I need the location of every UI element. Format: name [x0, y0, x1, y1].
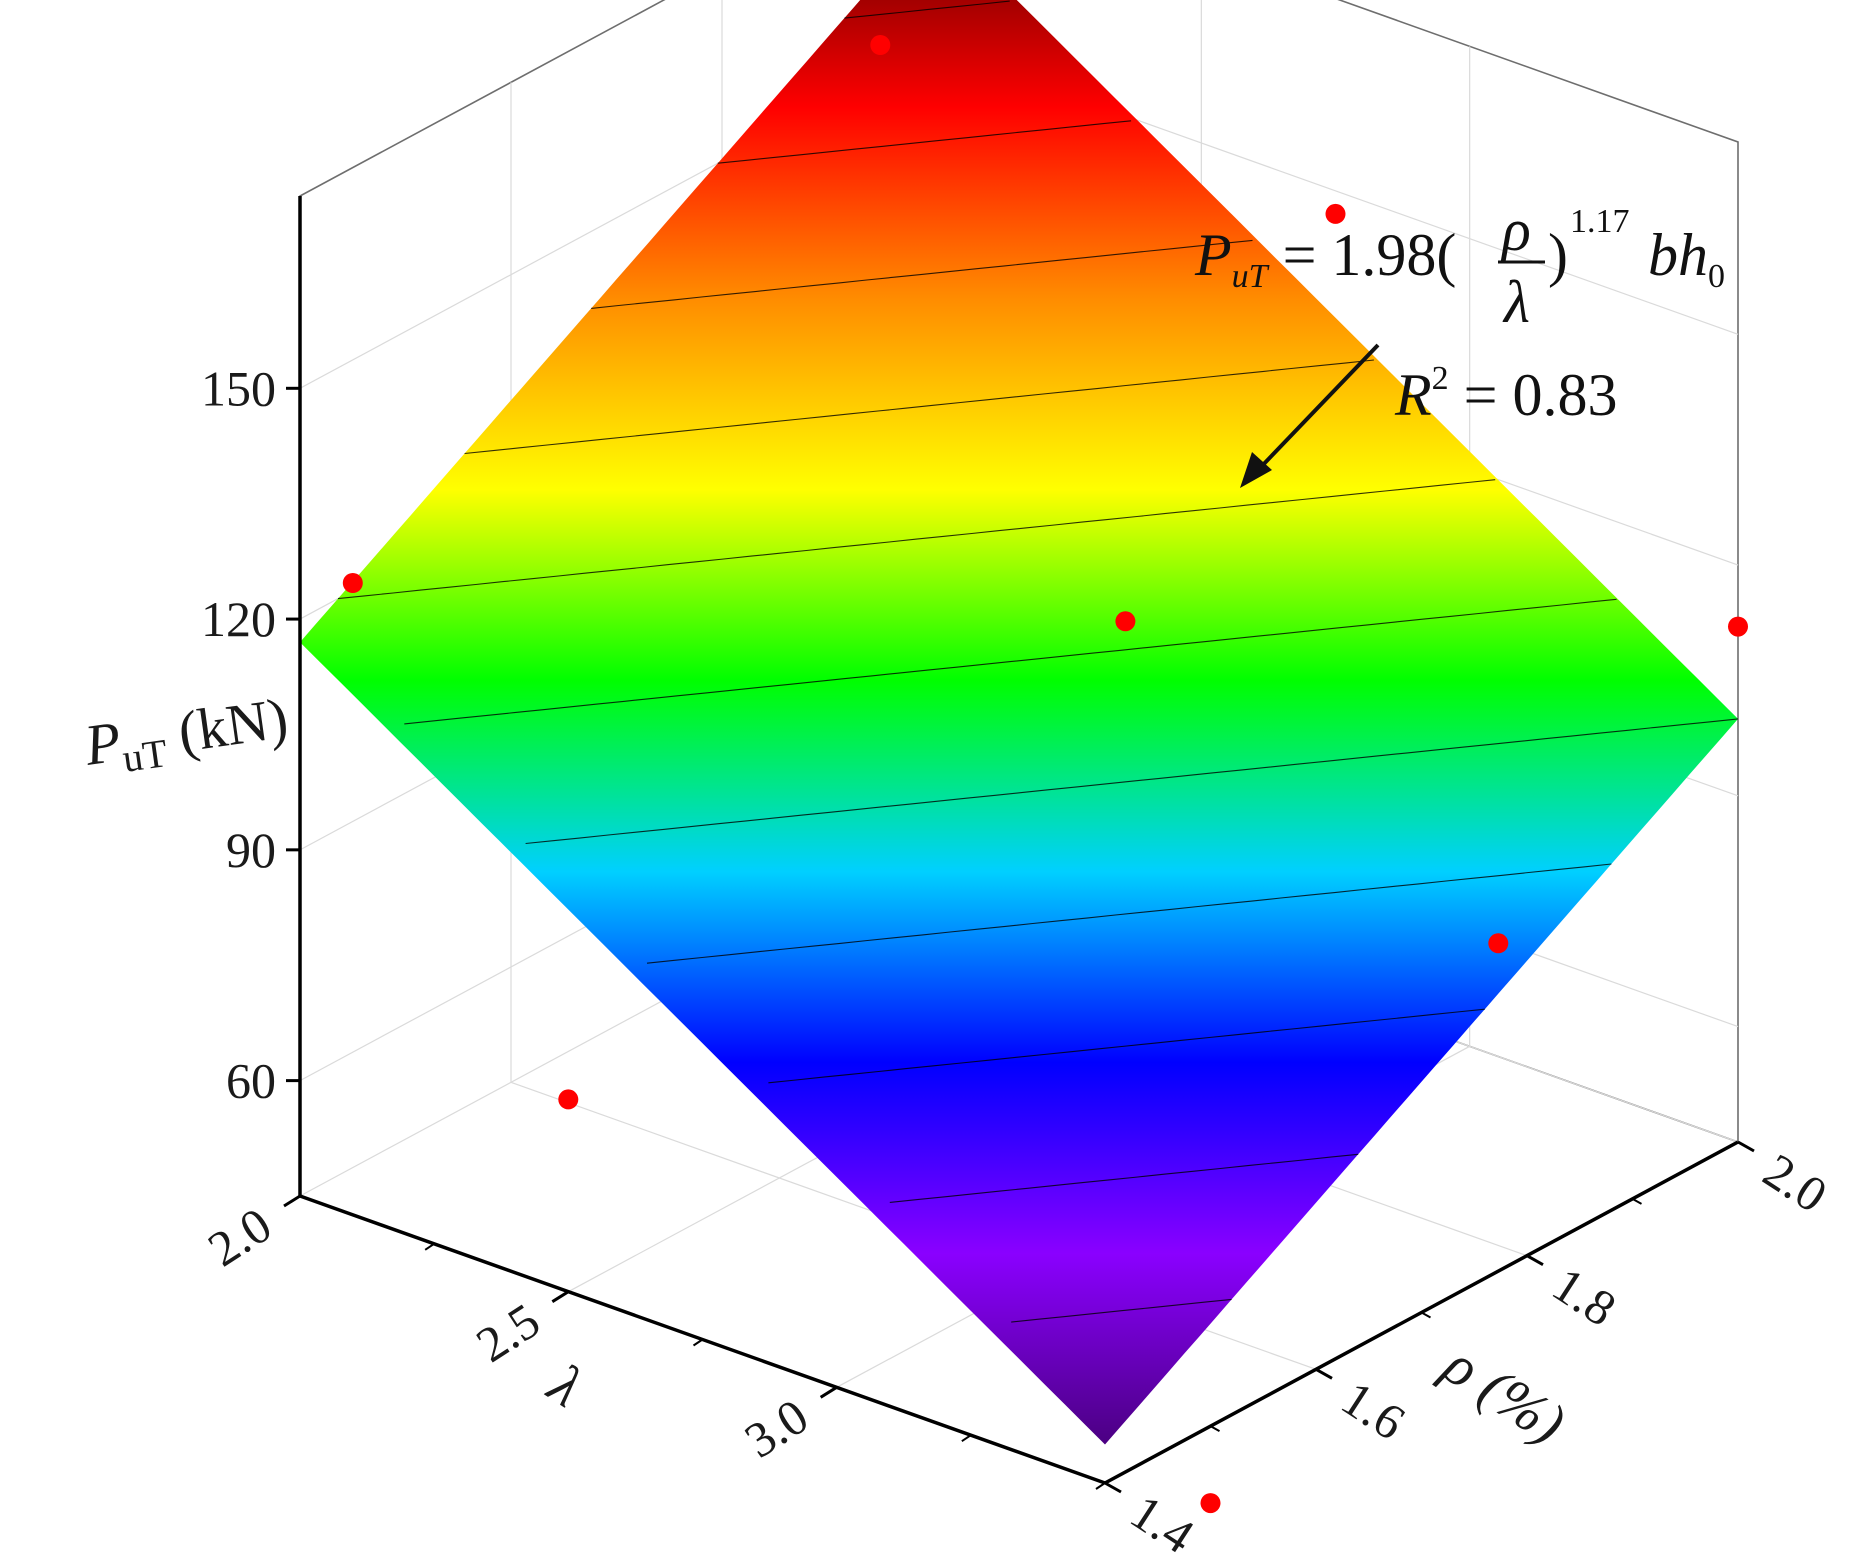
y-axis-label: ρ (%) [1431, 1330, 1577, 1456]
lambda-axis-line [299, 1194, 1106, 1485]
points-layer [342, 35, 1748, 1514]
surface-contour [717, 120, 1132, 164]
annotation-arrow-shaft [1256, 343, 1380, 472]
eq-tail: bh0 [1648, 222, 1725, 295]
r2-exp: 2 [1432, 360, 1449, 397]
fitted-surface [300, 0, 1738, 1445]
lambda-minor-tick [290, 1195, 301, 1203]
annotation-arrow-head [1240, 452, 1272, 488]
eq-coef: = 1.98( [1268, 222, 1457, 288]
eq-tail-main: bh [1648, 222, 1708, 288]
eq-lhs-sub: uT [1232, 258, 1270, 295]
eq-close-paren: ) [1548, 222, 1568, 288]
r2-text: R2 = 0.83 [1394, 360, 1618, 428]
data-point [1200, 1493, 1221, 1514]
x-axis-label: λ [536, 1350, 594, 1419]
surface-layer [300, 0, 1739, 1445]
z-tick-label: 60 [226, 1053, 276, 1109]
z-tick-label: 90 [226, 822, 276, 878]
lambda-tick-label: 2.5 [466, 1292, 549, 1373]
rho-tick-label: 1.6 [1332, 1370, 1415, 1451]
data-point [870, 35, 891, 55]
rho-tick-label: 1.8 [1543, 1256, 1626, 1337]
data-point [1115, 611, 1136, 632]
surface-contour [844, 0, 1010, 19]
eq-frac-num: ρ [1500, 197, 1531, 263]
surface-contour [646, 863, 1612, 964]
lambda-tick-label: 3.0 [735, 1388, 818, 1469]
lambda-tick-label: 2.0 [198, 1196, 281, 1277]
surface-contour [525, 718, 1739, 845]
r2-value: = 0.83 [1449, 362, 1618, 428]
z-axis-label-unit: (kN) [160, 685, 292, 767]
eq-exponent: 1.17 [1570, 203, 1630, 240]
z-axis-label-sub: uT [120, 730, 170, 781]
surface-contour [404, 598, 1617, 725]
eq-frac-den: λ [1502, 269, 1530, 335]
surface-contour [464, 359, 1374, 455]
surface-contour [1011, 1298, 1232, 1323]
rho-tick-label: 2.0 [1754, 1142, 1837, 1223]
fit-annotation: PuT = 1.98( ρ λ ) 1.17 bh0 R2 = 0.83 [1194, 197, 1725, 488]
z-tick-label: 120 [201, 591, 276, 647]
rho-minor-tick [1737, 1141, 1748, 1148]
z-axis-label-main: P [80, 709, 125, 778]
eq-tail-sub: 0 [1708, 258, 1725, 295]
data-point [558, 1089, 579, 1110]
surface-contour [889, 1153, 1359, 1203]
z-tick-label: 150 [201, 360, 276, 416]
surface-contour [337, 479, 1496, 600]
rho-tick-label: 1.4 [1121, 1483, 1204, 1564]
eq-lhs-main: P [1194, 222, 1232, 288]
data-point [1325, 203, 1346, 224]
data-point [342, 573, 363, 593]
z-axis-label: PuT (kN) [80, 685, 293, 786]
data-point [1488, 933, 1509, 954]
r2-main: R [1394, 362, 1432, 428]
rho-axis-line [1104, 1140, 1739, 1485]
fit-equation: PuT = 1.98( [1194, 222, 1456, 295]
surface-contour [768, 1008, 1485, 1084]
surface-contour [591, 239, 1253, 309]
data-point [1728, 616, 1748, 637]
